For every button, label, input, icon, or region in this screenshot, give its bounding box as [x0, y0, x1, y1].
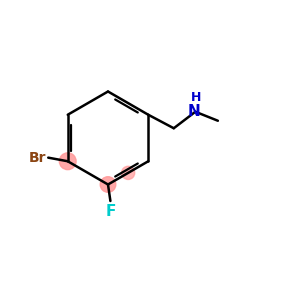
Circle shape	[59, 153, 76, 170]
Text: F: F	[105, 204, 116, 219]
Circle shape	[122, 166, 135, 179]
Text: H: H	[191, 91, 201, 104]
Text: Br: Br	[29, 151, 47, 165]
Text: N: N	[188, 103, 200, 118]
Circle shape	[100, 177, 116, 192]
